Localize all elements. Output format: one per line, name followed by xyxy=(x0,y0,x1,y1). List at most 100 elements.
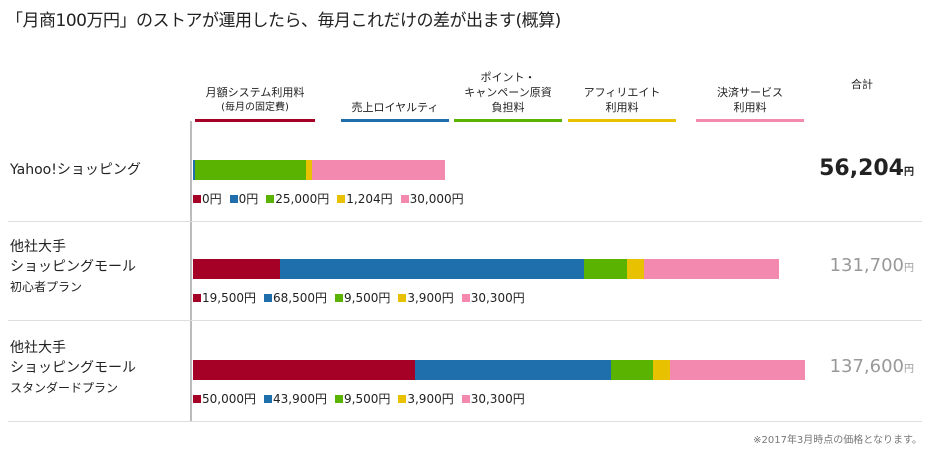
color-swatch xyxy=(398,294,407,302)
value-text: 43,900円 xyxy=(273,392,327,406)
total-unit: 円 xyxy=(904,364,914,375)
row-label-line: 他社大手 xyxy=(10,239,66,255)
value-label: 19,500円 xyxy=(193,289,256,306)
color-swatch xyxy=(335,395,343,403)
value-labels: 0円 0円 25,000円 1,204円 30,000円 xyxy=(193,190,464,207)
bar-segment-2 xyxy=(279,259,585,279)
total-value: 131,700 xyxy=(829,255,904,276)
column-header: アフィリエイト 利用料 xyxy=(562,70,682,122)
value-label: 1,204円 xyxy=(337,190,393,207)
value-text: 68,500円 xyxy=(273,291,327,305)
value-label: 68,500円 xyxy=(264,289,327,306)
color-swatch xyxy=(264,294,272,302)
row-separator xyxy=(8,221,922,222)
total-unit: 円 xyxy=(904,263,914,274)
value-labels: 19,500円 68,500円 9,500円 3,900円 30,300円 xyxy=(193,289,525,306)
bar-segment-3 xyxy=(195,160,307,180)
bar-segment-2 xyxy=(415,360,611,380)
row-total: 137,600円 xyxy=(830,356,914,377)
header-text: 決済サービス xyxy=(717,86,783,99)
row-separator xyxy=(8,320,922,321)
value-text: 9,500円 xyxy=(344,392,391,406)
value-label: 25,000円 xyxy=(266,190,329,207)
value-label: 30,300円 xyxy=(461,289,525,306)
bar-segment-4 xyxy=(306,160,312,180)
color-swatch xyxy=(229,195,238,203)
value-label: 9,500円 xyxy=(335,289,390,306)
bar-segment-3 xyxy=(584,259,627,279)
color-swatch xyxy=(461,395,470,403)
header-text: 月額システム利用料 xyxy=(205,86,305,99)
row-separator xyxy=(8,421,922,422)
value-text: 30,300円 xyxy=(470,392,525,406)
row-label-line: ショッピングモール xyxy=(10,360,136,376)
header-text: キャンペーン原資 xyxy=(464,86,552,99)
row-total: 131,700円 xyxy=(830,255,914,276)
value-text: 1,204円 xyxy=(346,192,393,206)
value-text: 3,900円 xyxy=(407,392,454,406)
page-title: 「月商100万円」のストアが運用したら、毎月これだけの差が出ます(概算) xyxy=(6,11,561,31)
bar-segment-5 xyxy=(311,160,445,180)
column-header: ポイント・キャンペーン原資 負担料 xyxy=(448,70,568,122)
bar-segment-5 xyxy=(670,360,805,380)
footnote: ※2017年3月時点の価格となります。 xyxy=(753,435,922,446)
value-label: 3,900円 xyxy=(398,390,454,407)
value-text: 9,500円 xyxy=(344,291,391,305)
bar-segment-4 xyxy=(652,360,671,380)
value-text: 30,300円 xyxy=(470,291,525,305)
header-text: 売上ロイヤルティ xyxy=(351,101,439,114)
value-label: 0円 xyxy=(193,190,222,207)
stacked-bar xyxy=(193,160,445,180)
header-underline xyxy=(341,119,449,122)
row-label: 他社大手ショッピングモール スタンダードプラン xyxy=(10,338,136,398)
row-label-plan: スタンダードプラン xyxy=(10,381,119,395)
row-label-line: ショッピングモール xyxy=(10,259,136,275)
header-text: 負担料 xyxy=(491,101,525,114)
value-text: 3,900円 xyxy=(407,291,454,305)
row-label-line: Yahoo!ショッピング xyxy=(10,162,141,178)
header-text: 利用料 xyxy=(733,101,767,114)
column-header: 決済サービス 利用料 xyxy=(690,70,810,122)
value-label: 30,000円 xyxy=(400,190,464,207)
bar-segment-4 xyxy=(626,259,644,279)
stacked-bar xyxy=(193,360,805,380)
bar-segment-3 xyxy=(610,360,653,380)
color-swatch xyxy=(266,195,275,203)
header-text: アフィリエイト xyxy=(583,86,661,99)
value-text: 50,000円 xyxy=(202,392,256,406)
header-text: 利用料 xyxy=(605,101,639,114)
row-label: Yahoo!ショッピング xyxy=(10,160,141,180)
header-underline xyxy=(568,119,676,122)
stacked-bar xyxy=(193,259,779,279)
value-text: 0円 xyxy=(238,192,259,206)
bar-segment-2 xyxy=(193,160,195,180)
value-label: 50,000円 xyxy=(193,390,256,407)
value-text: 19,500円 xyxy=(202,291,256,305)
row-label-plan: 初心者プラン xyxy=(10,280,83,294)
value-label: 30,300円 xyxy=(461,390,525,407)
color-swatch xyxy=(398,395,407,403)
bar-segment-1 xyxy=(193,259,280,279)
header-text: ポイント・ xyxy=(480,71,536,84)
bar-segment-1 xyxy=(193,360,416,380)
header-text: (毎月の固定費) xyxy=(221,102,289,113)
value-label: 9,500円 xyxy=(335,390,390,407)
color-swatch xyxy=(337,195,346,203)
row-total: 56,204円 xyxy=(819,156,914,181)
total-value: 56,204 xyxy=(819,156,904,181)
total-unit: 円 xyxy=(904,167,914,178)
row-label: 他社大手ショッピングモール 初心者プラン xyxy=(10,237,136,297)
row-label-line: 他社大手 xyxy=(10,340,66,356)
color-swatch xyxy=(335,294,343,302)
color-swatch xyxy=(193,294,201,302)
axis-line xyxy=(190,121,192,421)
value-label: 0円 xyxy=(229,190,259,207)
header-underline xyxy=(454,119,562,122)
value-labels: 50,000円 43,900円 9,500円 3,900円 30,300円 xyxy=(193,390,525,407)
value-text: 0円 xyxy=(202,192,222,206)
total-value: 137,600 xyxy=(829,356,904,377)
total-header: 合計 xyxy=(851,78,873,91)
bar-segment-5 xyxy=(643,259,779,279)
value-text: 25,000円 xyxy=(275,192,330,206)
color-swatch xyxy=(193,195,201,203)
